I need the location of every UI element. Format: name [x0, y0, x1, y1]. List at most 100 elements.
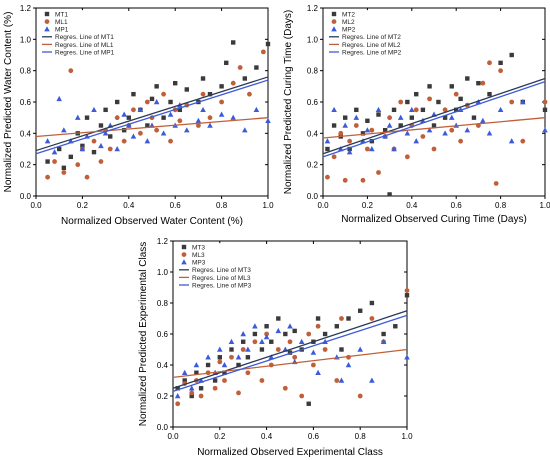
x-tick-label: 0.2	[362, 201, 374, 210]
y-tick-label: 0.6	[157, 330, 169, 339]
data-point-ml2	[342, 177, 348, 183]
data-point-mp1	[51, 149, 58, 155]
data-point-mt2	[498, 60, 503, 66]
data-point-mt3	[292, 328, 297, 334]
data-point-mt2	[405, 99, 410, 105]
data-point-ml3	[369, 316, 375, 321]
data-point-mp2	[480, 117, 486, 123]
y-tick-label: 0.2	[307, 161, 319, 170]
y-tick-label: 0.6	[20, 98, 32, 107]
data-point-mp1	[242, 127, 248, 133]
x-axis-title: Normalized Observed Water Content (%)	[61, 216, 243, 227]
data-point-ml1	[52, 159, 57, 164]
data-point-ml1	[91, 138, 97, 144]
data-point-ml1	[161, 91, 167, 97]
data-point-ml2	[427, 96, 432, 102]
data-point-ml3	[306, 331, 312, 337]
data-point-mp1	[44, 138, 51, 144]
data-point-mt3	[252, 331, 258, 337]
data-point-ml2	[413, 107, 419, 113]
data-point-mp3	[235, 354, 242, 360]
data-point-mt2	[431, 123, 437, 128]
data-point-mt1	[154, 84, 159, 89]
data-point-mt2	[476, 81, 481, 86]
data-point-ml1	[247, 91, 252, 97]
x-tick-label: 0.8	[355, 432, 367, 441]
data-point-mp3	[268, 354, 275, 360]
data-point-mp3	[245, 346, 251, 352]
data-point-ml1	[260, 49, 266, 55]
data-point-ml1	[84, 174, 90, 180]
data-point-ml1	[196, 123, 201, 128]
regression-line-2	[35, 79, 269, 155]
x-tick-label: 0.4	[406, 201, 418, 210]
data-point-mt3	[175, 386, 180, 391]
data-point-ml3	[189, 390, 195, 396]
x-tick-label: 0.2	[77, 201, 89, 210]
data-point-mt1	[184, 87, 189, 92]
data-point-ml2	[369, 127, 375, 133]
data-point-mt2	[398, 123, 403, 128]
data-point-mt2	[449, 84, 454, 89]
data-point-ml3	[217, 359, 223, 365]
data-point-mt3	[404, 293, 410, 298]
data-point-ml2	[325, 174, 330, 180]
data-point-ml2	[487, 60, 492, 66]
data-point-ml2	[542, 99, 548, 105]
data-point-ml2	[376, 170, 381, 175]
data-point-ml3	[264, 331, 269, 337]
data-point-mp3	[338, 377, 345, 383]
legend-label-mp2: MP2	[342, 27, 356, 34]
legend-label-regression-1: Regres. Line of ML3	[192, 275, 251, 282]
legend-marker-mp3	[181, 259, 187, 265]
data-point-ml3	[292, 354, 298, 360]
data-point-mp1	[74, 114, 81, 120]
data-point-ml1	[200, 91, 206, 97]
data-point-mp3	[252, 323, 258, 329]
data-point-ml3	[236, 390, 241, 396]
data-point-mp3	[404, 354, 410, 360]
x-tick-label: 0.0	[317, 201, 329, 210]
legend-label-regression-1: Regres. Line of ML2	[342, 42, 401, 49]
data-point-mp3	[221, 362, 228, 368]
data-point-mp1	[102, 130, 109, 136]
data-point-mt1	[108, 134, 113, 139]
data-point-mt2	[365, 118, 370, 123]
x-tick-label: 0.4	[261, 432, 273, 441]
data-point-mp2	[391, 146, 397, 152]
data-point-ml1	[219, 99, 225, 105]
y-tick-label: 0.4	[20, 129, 32, 138]
data-point-mp1	[61, 127, 67, 133]
data-point-mt2	[487, 91, 492, 97]
chart-panel-experimental-class: 0.0 0.2 0.4 0.6 0.8 1.0 0.0 0.2 0.4 0.6 0.8 1.0 1.2 N…	[135, 233, 415, 460]
data-point-mt3	[283, 331, 288, 337]
data-point-ml2	[442, 107, 448, 113]
data-point-mt2	[414, 91, 419, 97]
data-point-mt3	[212, 378, 218, 383]
data-point-mt2	[347, 146, 352, 152]
data-point-ml3	[299, 393, 305, 399]
data-point-ml3	[339, 316, 344, 321]
data-point-mp1	[207, 122, 213, 128]
data-point-ml1	[154, 127, 160, 133]
data-point-ml1	[131, 107, 136, 113]
regression-line-2	[322, 81, 546, 158]
legend-marker-ml1	[44, 19, 50, 24]
data-point-mt3	[189, 393, 194, 399]
data-point-ml3	[175, 401, 181, 407]
chart-experimental-class: 0.0 0.2 0.4 0.6 0.8 1.0 0.0 0.2 0.4 0.6 0.8 1.0 1.2 N…	[138, 237, 413, 458]
data-point-mt1	[207, 91, 213, 97]
legend-marker-ml3	[181, 252, 187, 257]
y-tick-label: 0.0	[20, 192, 32, 201]
data-point-ml1	[237, 65, 243, 70]
data-point-ml2	[509, 99, 515, 105]
regression-line-1	[35, 117, 269, 138]
data-point-mt3	[259, 347, 265, 352]
data-point-mt2	[458, 96, 463, 102]
data-point-mt3	[306, 401, 311, 406]
legend-marker-ml2	[331, 19, 337, 24]
data-point-mt1	[161, 115, 166, 120]
data-point-ml2	[338, 130, 344, 136]
data-point-mt2	[542, 107, 548, 113]
data-point-mp1	[167, 111, 174, 117]
